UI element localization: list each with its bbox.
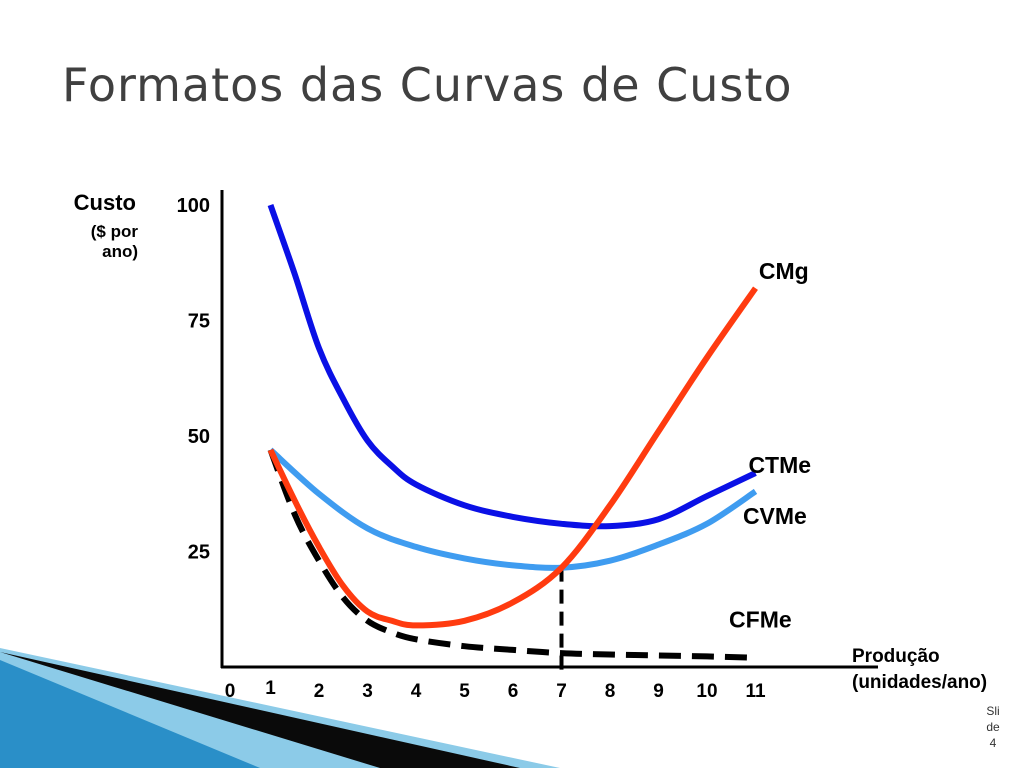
y-axis-sublabel-line-2: ano) — [102, 242, 138, 261]
slide-number-line-1: Sli — [986, 704, 1000, 718]
y-axis-sublabel: ($ por ano) — [58, 222, 138, 262]
x-axis-label-line-1: Produção — [852, 646, 940, 667]
series-line-cmg — [267, 286, 758, 629]
x-tick-label: 6 — [508, 681, 519, 702]
x-tick-label: 5 — [459, 681, 470, 702]
x-tick-label: 4 — [411, 681, 422, 702]
swoosh-dark-band — [0, 652, 520, 768]
series-line-cvme — [268, 447, 758, 571]
y-tick-label: 75 — [188, 311, 210, 333]
y-tick-label: 25 — [188, 542, 210, 564]
x-tick-label: 9 — [653, 681, 664, 702]
y-axis-sublabel-line-1: ($ por — [90, 222, 138, 241]
x-tick-label: 1 — [265, 678, 276, 699]
x-tick-label: 0 — [225, 681, 236, 702]
x-axis-label-line-2: (unidades/ano) — [852, 672, 988, 693]
x-tick-label: 3 — [362, 681, 373, 702]
x-tick-label: 7 — [556, 681, 567, 702]
x-tick-label: 2 — [314, 681, 325, 702]
y-tick-label: 100 — [177, 195, 210, 217]
y-axis-label: Custo — [73, 190, 136, 215]
series-line-ctme — [267, 204, 757, 530]
x-tick-label: 8 — [605, 681, 616, 702]
slide-number: Sli de 4 — [978, 703, 1008, 751]
series-line-cfme — [267, 448, 756, 661]
y-tick-label: 50 — [188, 426, 210, 448]
x-tick-label: 11 — [745, 681, 766, 702]
series-label-cvme: CVMe — [743, 503, 807, 529]
slide-title: Formatos das Curvas de Custo — [62, 58, 793, 112]
slide-number-line-3: 4 — [989, 736, 997, 750]
slide-number-line-2: de — [986, 720, 1000, 734]
series-label-cfme: CFMe — [729, 607, 792, 633]
series-label-ctme: CTMe — [748, 452, 811, 478]
x-axis-label: Produção (unidades/ano) — [852, 644, 987, 696]
series-label-cmg: CMg — [759, 258, 809, 284]
x-tick-label: 10 — [696, 681, 717, 702]
swoosh-blue-band — [0, 660, 260, 768]
